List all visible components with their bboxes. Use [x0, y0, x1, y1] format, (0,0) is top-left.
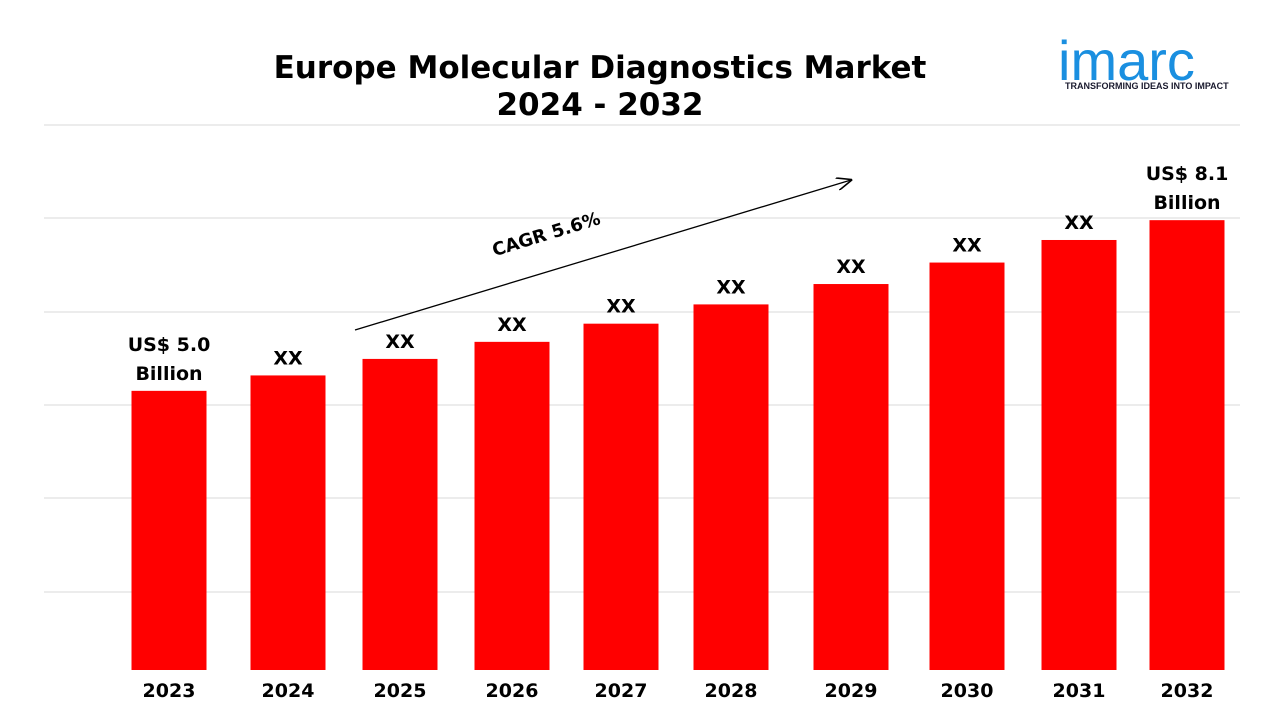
tick-label-2032: 2032 [1161, 680, 1214, 702]
cagr-arrow [354, 180, 851, 331]
bar-2029 [813, 284, 889, 670]
tick-label-2026: 2026 [486, 680, 539, 702]
data-label-2026: XX [497, 314, 527, 336]
imarc-logo: imarc TRANSFORMING IDEAS INTO IMPACT [1058, 29, 1229, 92]
data-label-2025: XX [385, 331, 415, 353]
chart-title-line: Europe Molecular Diagnostics Market [274, 50, 927, 86]
data-label-2032: Billion [1153, 192, 1220, 214]
chart-title-line: 2024 - 2032 [496, 87, 703, 123]
logo-tagline: TRANSFORMING IDEAS INTO IMPACT [1065, 81, 1229, 91]
data-label-2027: XX [606, 296, 636, 318]
bar-2032 [1149, 220, 1225, 670]
data-labels: US$ 5.0 Billion XX XX XX XX XX XX XX XX US$ 8.1 Bil… [128, 163, 1229, 385]
bar-2023 [131, 390, 207, 670]
data-label-2024: XX [273, 347, 303, 369]
data-label-2031: XX [1064, 212, 1094, 234]
bar-2028 [693, 304, 769, 670]
logo-wordmark: imarc [1058, 29, 1195, 92]
bar-series [131, 220, 1225, 670]
tick-label-2027: 2027 [595, 680, 648, 702]
bar-2025 [362, 358, 438, 670]
data-label-2029: XX [836, 256, 866, 278]
cagr-label: CAGR 5.6% [490, 208, 603, 261]
bar-2030 [929, 262, 1005, 670]
data-label-2023: Billion [135, 363, 202, 385]
tick-label-2025: 2025 [374, 680, 427, 702]
cagr-annotation: CAGR 5.6% [354, 180, 851, 331]
bar-2027 [583, 323, 659, 670]
tick-label-2029: 2029 [825, 680, 878, 702]
tick-label-2024: 2024 [262, 680, 315, 702]
tick-label-2028: 2028 [705, 680, 758, 702]
tick-label-2031: 2031 [1053, 680, 1106, 702]
chart-title: Europe Molecular Diagnostics Market2024 … [274, 50, 927, 123]
tick-label-2030: 2030 [941, 680, 994, 702]
bar-2031 [1041, 239, 1117, 670]
data-label-2028: XX [716, 276, 746, 298]
x-axis-tick-labels: 2023 2024 2025 2026 2027 2028 2029 2030 2031 2032 [143, 680, 1214, 702]
data-label-2030: XX [952, 235, 982, 257]
bar-2026 [474, 341, 550, 670]
data-label-2032: US$ 8.1 [1146, 163, 1229, 185]
tick-label-2023: 2023 [143, 680, 196, 702]
bar-2024 [250, 375, 326, 670]
data-label-2023: US$ 5.0 [128, 334, 211, 356]
